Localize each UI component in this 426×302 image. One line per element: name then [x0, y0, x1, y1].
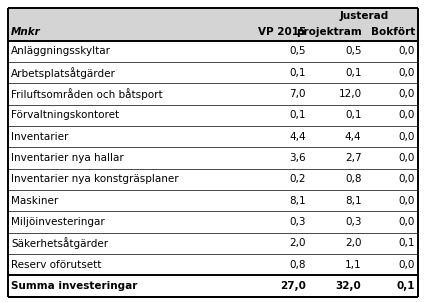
Text: Anläggningsskyltar: Anläggningsskyltar	[11, 47, 111, 56]
Bar	[8, 233, 418, 254]
Text: 2,0: 2,0	[290, 238, 306, 248]
Text: 0,1: 0,1	[290, 111, 306, 120]
Text: 0,3: 0,3	[345, 217, 362, 227]
Bar	[8, 105, 418, 126]
Bar	[8, 41, 418, 62]
Bar	[8, 169, 418, 190]
Text: 7,0: 7,0	[290, 89, 306, 99]
Text: 8,1: 8,1	[290, 196, 306, 206]
Text: Reserv oförutsett: Reserv oförutsett	[11, 260, 101, 270]
Text: 0,5: 0,5	[345, 47, 362, 56]
Text: Summa investeringar: Summa investeringar	[11, 281, 138, 291]
Text: 0,0: 0,0	[399, 68, 415, 78]
Text: projektram: projektram	[296, 27, 362, 37]
Text: 0,8: 0,8	[345, 174, 362, 184]
Text: 27,0: 27,0	[280, 281, 306, 291]
Text: 0,0: 0,0	[399, 260, 415, 270]
Text: Mnkr: Mnkr	[11, 27, 41, 37]
Text: 3,6: 3,6	[290, 153, 306, 163]
Text: 4,4: 4,4	[345, 132, 362, 142]
Bar	[8, 83, 418, 105]
Bar	[8, 8, 418, 41]
Text: 0,0: 0,0	[399, 217, 415, 227]
Text: 0,1: 0,1	[290, 68, 306, 78]
Text: 0,0: 0,0	[399, 196, 415, 206]
Text: 8,1: 8,1	[345, 196, 362, 206]
Bar	[8, 254, 418, 275]
Text: Säkerhetsåtgärder: Säkerhetsåtgärder	[11, 237, 108, 249]
Text: 0,1: 0,1	[345, 68, 362, 78]
Text: 12,0: 12,0	[338, 89, 362, 99]
Text: 4,4: 4,4	[290, 132, 306, 142]
Text: 1,1: 1,1	[345, 260, 362, 270]
Text: 0,0: 0,0	[399, 153, 415, 163]
Text: Bokfört: Bokfört	[371, 27, 415, 37]
Bar	[8, 190, 418, 211]
Text: 0,0: 0,0	[399, 47, 415, 56]
Bar	[8, 147, 418, 169]
Text: 0,0: 0,0	[399, 111, 415, 120]
Text: 0,0: 0,0	[399, 89, 415, 99]
Text: 0,5: 0,5	[290, 47, 306, 56]
Text: 0,8: 0,8	[290, 260, 306, 270]
Bar	[8, 126, 418, 147]
Text: Arbetsplatsåtgärder: Arbetsplatsåtgärder	[11, 67, 116, 79]
Bar	[8, 275, 418, 297]
Text: Miljöinvesteringar: Miljöinvesteringar	[11, 217, 105, 227]
Text: 2,0: 2,0	[345, 238, 362, 248]
Text: 0,1: 0,1	[397, 281, 415, 291]
Bar	[8, 211, 418, 233]
Text: Förvaltningskontoret: Förvaltningskontoret	[11, 111, 119, 120]
Text: Inventarier nya konstgräsplaner: Inventarier nya konstgräsplaner	[11, 174, 178, 184]
Bar	[8, 62, 418, 83]
Text: Justerad: Justerad	[339, 11, 389, 21]
Text: Inventarier nya hallar: Inventarier nya hallar	[11, 153, 124, 163]
Text: Friluftsområden och båtsport: Friluftsområden och båtsport	[11, 88, 163, 100]
Text: 0,1: 0,1	[398, 238, 415, 248]
Text: 0,2: 0,2	[290, 174, 306, 184]
Text: Inventarier: Inventarier	[11, 132, 69, 142]
Text: 2,7: 2,7	[345, 153, 362, 163]
Text: 0,1: 0,1	[345, 111, 362, 120]
Text: Maskiner: Maskiner	[11, 196, 58, 206]
Text: 0,0: 0,0	[399, 132, 415, 142]
Text: 32,0: 32,0	[336, 281, 362, 291]
Text: 0,3: 0,3	[290, 217, 306, 227]
Text: VP 2015: VP 2015	[258, 27, 306, 37]
Text: 0,0: 0,0	[399, 174, 415, 184]
